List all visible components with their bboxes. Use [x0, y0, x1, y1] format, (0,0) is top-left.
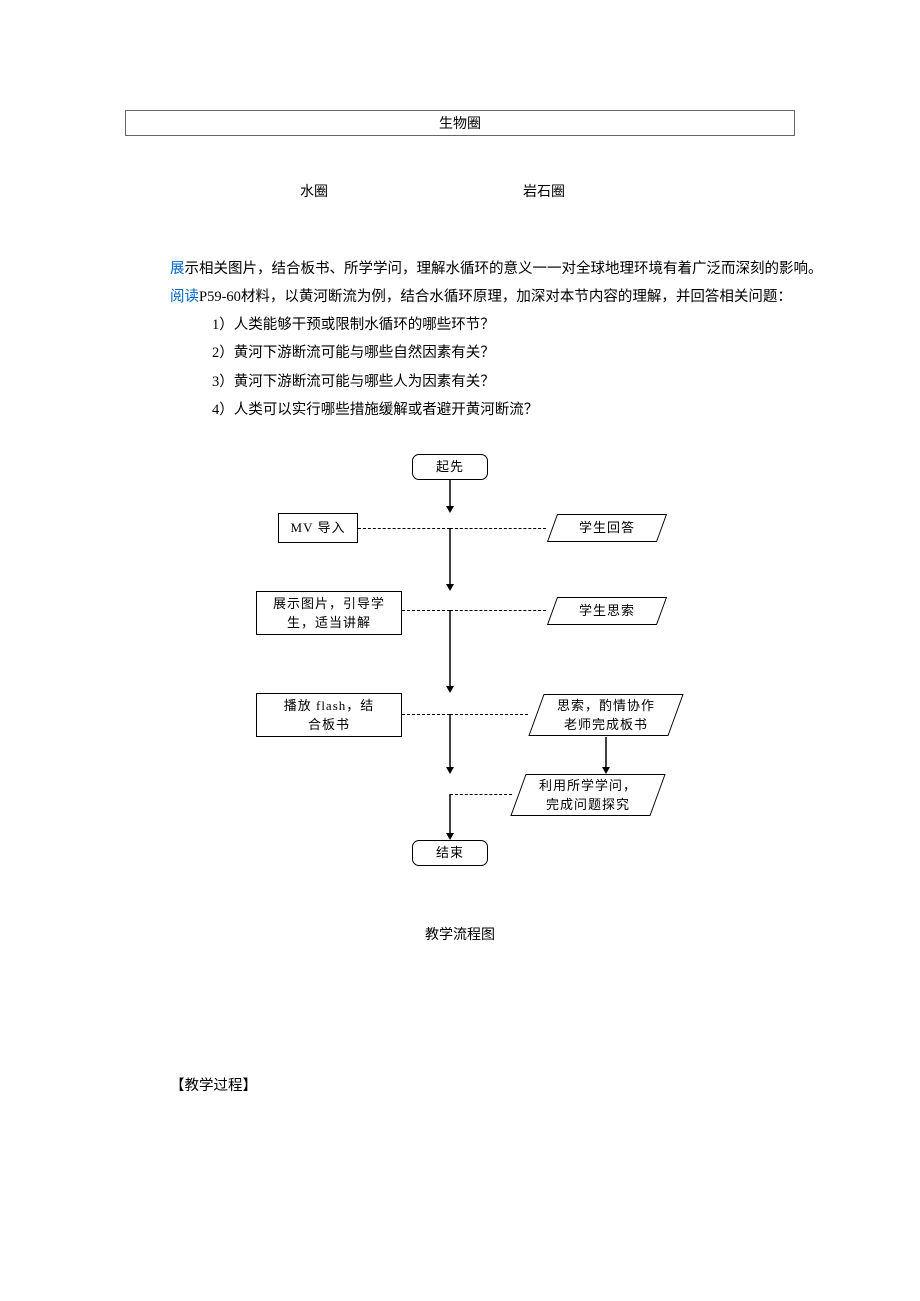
flow-end: 结束: [412, 840, 488, 866]
para1-prefix: 展: [170, 261, 185, 277]
flow-coop: 思索，酌情协作 老师完成板书: [536, 694, 676, 736]
para-1: 展示相关图片，结合板书、所学学问，理解水循环的意义一一对全球地理环境有着广泛而深…: [170, 256, 830, 284]
flow-flash: 播放 flash，结 合板书: [256, 693, 402, 737]
question-3: 3）黄河下游断流可能与哪些人为因素有关？: [212, 368, 920, 396]
arrow-1: [450, 480, 460, 513]
question-list: 1）人类能够干预或限制水循环的哪些环节？ 2）黄河下游断流可能与哪些自然因素有关…: [212, 311, 920, 424]
arrow-5: [450, 794, 460, 840]
dash-3b: [450, 714, 528, 715]
flow-response: 学生回答: [552, 514, 662, 542]
question-1: 1）人类能够干预或限制水循环的哪些环节？: [212, 311, 920, 339]
para2-body: P59-60材料，以黄河断流为例，结合水循环原理，加深对本节内容的理解，并回答相…: [199, 289, 792, 305]
arrow-3: [450, 610, 460, 693]
arrow-2: [450, 528, 460, 591]
sphere-labels: 水圈 岩石圈: [0, 181, 920, 201]
dash-3a: [402, 714, 450, 715]
flow-show: 展示图片，引导学 生，适当讲解: [256, 591, 402, 635]
flowchart: 起先 MV 导入 学生回答 展示图片，引导学 生，适当讲解 学生思索: [200, 454, 720, 899]
dash-1b: [450, 528, 546, 529]
para-2: 阅读P59-60材料，以黄河断流为例，结合水循环原理，加深对本节内容的理解，并回…: [170, 284, 830, 312]
para2-prefix: 阅读: [170, 289, 199, 305]
flow-mv: MV 导入: [278, 513, 358, 543]
flowchart-caption: 教学流程图: [0, 924, 920, 944]
arrow-coop-down: [606, 737, 616, 774]
lithosphere-label: 岩石圈: [523, 181, 565, 201]
flow-think: 学生思索: [552, 597, 662, 625]
question-2: 2）黄河下游断流可能与哪些自然因素有关？: [212, 339, 920, 367]
hydrosphere-label: 水圈: [300, 181, 328, 201]
biosphere-box: 生物圈: [125, 110, 795, 136]
dash-1a: [358, 528, 450, 529]
para1-body: 示相关图片，结合板书、所学学问，理解水循环的意义一一对全球地理环境有着广泛而深刻…: [185, 261, 823, 277]
question-4: 4）人类可以实行哪些措施缓解或者避开黄河断流？: [212, 396, 920, 424]
flow-start: 起先: [412, 454, 488, 480]
dash-2a: [402, 610, 450, 611]
dash-2b: [450, 610, 546, 611]
section-title: 【教学过程】: [170, 1074, 920, 1095]
arrow-4: [450, 714, 460, 774]
flow-apply: 利用所学学问， 完成问题探究: [518, 774, 658, 816]
paragraphs: 展示相关图片，结合板书、所学学问，理解水循环的意义一一对全球地理环境有着广泛而深…: [170, 256, 830, 311]
